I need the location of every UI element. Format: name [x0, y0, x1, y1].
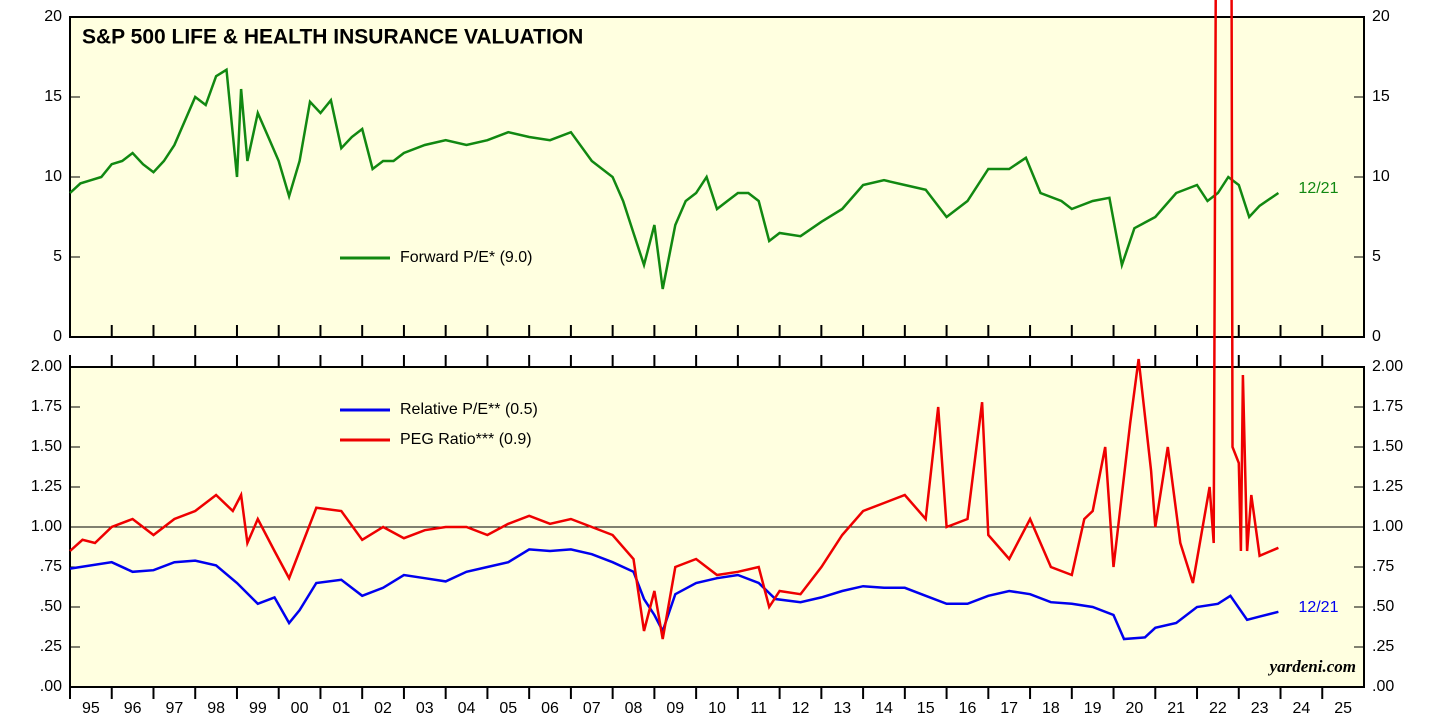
y-tick-label: .00: [40, 678, 62, 695]
legend-label: Relative P/E** (0.5): [400, 401, 538, 418]
source: yardeni.com: [1268, 657, 1356, 676]
y-tick-label: 5: [53, 248, 62, 265]
y-tick-label: 0: [53, 328, 62, 345]
y2-tick-label: 20: [1372, 8, 1390, 25]
series-line: [69, 0, 1279, 640]
x-tick-label: 15: [917, 700, 935, 717]
x-tick-label: 21: [1167, 700, 1185, 717]
x-tick-label: 96: [124, 700, 142, 717]
y2-tick-label: 1.75: [1372, 398, 1403, 415]
x-tick-label: 08: [625, 700, 643, 717]
series-line: [69, 67, 1280, 290]
y-tick-label: 1.00: [31, 518, 62, 535]
y-tick-label: 10: [44, 168, 62, 185]
y2-tick-label: 0: [1372, 328, 1381, 345]
x-tick-label: 02: [374, 700, 392, 717]
x-tick-label: 06: [541, 700, 559, 717]
x-tick-label: 18: [1042, 700, 1060, 717]
y-tick-label: .25: [40, 638, 62, 655]
y2-tick-label: .25: [1372, 638, 1394, 655]
x-tick-label: 19: [1084, 700, 1102, 717]
y2-tick-label: .75: [1372, 558, 1394, 575]
x-tick-label: 09: [666, 700, 684, 717]
x-tick-label: 04: [458, 700, 476, 717]
y-tick-label: .50: [40, 598, 62, 615]
y2-tick-label: 1.00: [1372, 518, 1403, 535]
x-tick-label: 12: [792, 700, 810, 717]
y2-tick-label: 10: [1372, 168, 1390, 185]
x-tick-label: 97: [165, 700, 183, 717]
y-tick-label: 1.25: [31, 478, 62, 495]
panel-top: [69, 16, 1365, 338]
x-tick-label: 98: [207, 700, 225, 717]
x-tick-label: 13: [833, 700, 851, 717]
y2-tick-label: .00: [1372, 678, 1394, 695]
x-tick-label: 00: [291, 700, 309, 717]
end-label: 12/21: [1298, 599, 1338, 616]
x-tick-label: 25: [1334, 700, 1352, 717]
y-tick-label: 20: [44, 8, 62, 25]
y2-tick-label: 15: [1372, 88, 1390, 105]
x-tick-label: 24: [1292, 700, 1310, 717]
chart-title: S&P 500 LIFE & HEALTH INSURANCE VALUATIO…: [82, 26, 583, 49]
x-tick-label: 23: [1251, 700, 1269, 717]
x-tick-label: 16: [959, 700, 977, 717]
x-tick-label: 99: [249, 700, 267, 717]
y2-tick-label: 2.00: [1372, 358, 1403, 375]
x-tick-label: 20: [1126, 700, 1144, 717]
y-tick-label: 15: [44, 88, 62, 105]
y-tick-label: 1.50: [31, 438, 62, 455]
x-tick-label: 17: [1000, 700, 1018, 717]
x-tick-label: 07: [583, 700, 601, 717]
x-tick-label: 22: [1209, 700, 1227, 717]
y-tick-label: 2.00: [31, 358, 62, 375]
x-tick-label: 01: [332, 700, 350, 717]
y2-tick-label: 5: [1372, 248, 1381, 265]
y-tick-label: 1.75: [31, 398, 62, 415]
x-tick-label: 95: [82, 700, 100, 717]
legend-label: Forward P/E* (9.0): [400, 249, 532, 266]
y2-tick-label: 1.25: [1372, 478, 1403, 495]
x-tick-label: 14: [875, 700, 893, 717]
series-line: [69, 548, 1279, 641]
x-tick-label: 11: [750, 700, 767, 717]
y2-tick-label: .50: [1372, 598, 1394, 615]
y2-tick-label: 1.50: [1372, 438, 1403, 455]
x-tick-label: 03: [416, 700, 434, 717]
legend-label: PEG Ratio*** (0.9): [400, 431, 532, 448]
end-label: 12/21: [1298, 180, 1338, 197]
y-tick-label: .75: [40, 558, 62, 575]
x-tick-label: 10: [708, 700, 726, 717]
x-tick-label: 05: [499, 700, 517, 717]
